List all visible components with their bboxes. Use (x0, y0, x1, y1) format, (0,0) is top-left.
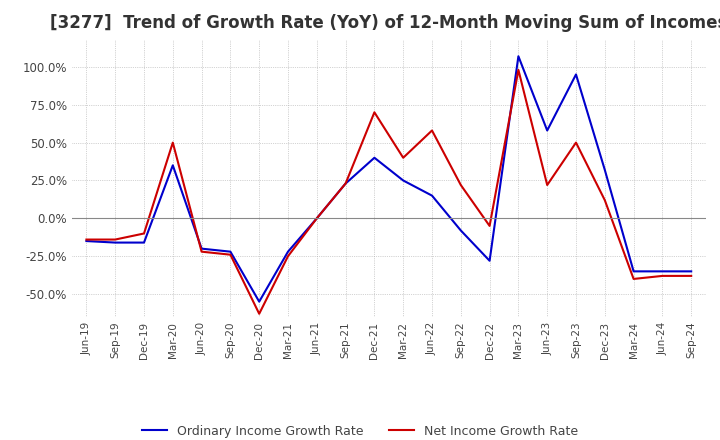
Ordinary Income Growth Rate (82, 238, 91, 244)
Net Income Growth Rate (687, 273, 696, 279)
Net Income Growth Rate (456, 182, 465, 187)
Legend: Ordinary Income Growth Rate, Net Income Growth Rate: Ordinary Income Growth Rate, Net Income … (138, 420, 582, 440)
Ordinary Income Growth Rate (140, 240, 148, 245)
Net Income Growth Rate (168, 140, 177, 145)
Net Income Growth Rate (82, 237, 91, 242)
Ordinary Income Growth Rate (514, 54, 523, 59)
Ordinary Income Growth Rate (284, 249, 292, 254)
Net Income Growth Rate (255, 311, 264, 316)
Ordinary Income Growth Rate (341, 181, 350, 186)
Ordinary Income Growth Rate (428, 193, 436, 198)
Ordinary Income Growth Rate (658, 269, 667, 274)
Ordinary Income Growth Rate (485, 258, 494, 264)
Net Income Growth Rate (140, 231, 148, 236)
Ordinary Income Growth Rate (197, 246, 206, 251)
Net Income Growth Rate (514, 67, 523, 73)
Ordinary Income Growth Rate (168, 163, 177, 168)
Net Income Growth Rate (226, 252, 235, 257)
Net Income Growth Rate (197, 249, 206, 254)
Net Income Growth Rate (485, 223, 494, 228)
Line: Ordinary Income Growth Rate: Ordinary Income Growth Rate (86, 56, 691, 302)
Ordinary Income Growth Rate (572, 72, 580, 77)
Net Income Growth Rate (111, 237, 120, 242)
Ordinary Income Growth Rate (687, 269, 696, 274)
Net Income Growth Rate (629, 276, 638, 282)
Ordinary Income Growth Rate (456, 228, 465, 233)
Net Income Growth Rate (572, 140, 580, 145)
Ordinary Income Growth Rate (255, 299, 264, 304)
Net Income Growth Rate (543, 182, 552, 187)
Ordinary Income Growth Rate (399, 178, 408, 183)
Line: Net Income Growth Rate: Net Income Growth Rate (86, 70, 691, 314)
Net Income Growth Rate (399, 155, 408, 161)
Title: [3277]  Trend of Growth Rate (YoY) of 12-Month Moving Sum of Incomes: [3277] Trend of Growth Rate (YoY) of 12-… (50, 15, 720, 33)
Ordinary Income Growth Rate (600, 167, 609, 172)
Ordinary Income Growth Rate (111, 240, 120, 245)
Ordinary Income Growth Rate (312, 216, 321, 221)
Net Income Growth Rate (600, 198, 609, 203)
Ordinary Income Growth Rate (543, 128, 552, 133)
Net Income Growth Rate (370, 110, 379, 115)
Net Income Growth Rate (284, 253, 292, 259)
Ordinary Income Growth Rate (370, 155, 379, 161)
Net Income Growth Rate (341, 181, 350, 186)
Net Income Growth Rate (658, 273, 667, 279)
Net Income Growth Rate (428, 128, 436, 133)
Net Income Growth Rate (312, 216, 321, 221)
Ordinary Income Growth Rate (226, 249, 235, 254)
Ordinary Income Growth Rate (629, 269, 638, 274)
